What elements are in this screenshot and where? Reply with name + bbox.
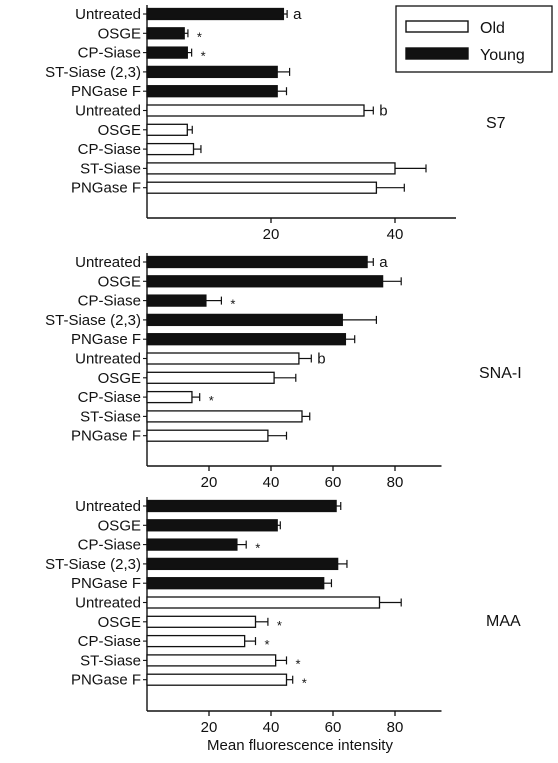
- bar-young-pngase-f: [146, 85, 278, 98]
- bar-old-cp-siase: [146, 142, 195, 156]
- bar-old-untreated: [146, 104, 365, 117]
- category-label-osge: OSGE: [98, 614, 141, 631]
- bar-young-osge: [146, 27, 185, 40]
- bar-old-st-siase: [146, 654, 277, 667]
- category-label-pngase-f: PNGase F: [71, 575, 141, 592]
- bar-old-cp-siase: [146, 634, 246, 648]
- category-label-osge: OSGE: [98, 273, 141, 290]
- panel-maa: 20 40 60 80 Untreated OSGE CP-Siase * ST-Siase (…: [45, 497, 521, 736]
- category-label-cp-siase: CP-Siase: [78, 45, 141, 62]
- category-label-osge: OSGE: [98, 370, 141, 387]
- bar-young-st-siase-2-3: [146, 557, 339, 571]
- category-label-untreated: Untreated: [75, 254, 141, 271]
- bar-old-pngase-f: [146, 673, 288, 686]
- category-label-untreated: Untreated: [75, 351, 141, 368]
- legend-swatch-young: [405, 47, 469, 60]
- annotation-letter: b: [379, 103, 387, 120]
- x-tick-label: 80: [387, 474, 404, 491]
- bar-old-osge: [146, 371, 275, 384]
- category-label-st-siase: ST-Siase: [80, 408, 141, 425]
- category-label-osge: OSGE: [98, 517, 141, 534]
- category-label-st-siase-2-3: ST-Siase (2,3): [45, 64, 141, 81]
- bar-young-st-siase-2-3: [146, 65, 278, 79]
- bar-old-pngase-f: [146, 181, 378, 194]
- category-label-cp-siase: CP-Siase: [78, 389, 141, 406]
- x-tick-label: 80: [387, 719, 404, 736]
- legend-label-old: Old: [480, 20, 505, 37]
- bar-old-osge: [146, 615, 257, 628]
- legend-label-young: Young: [480, 47, 525, 64]
- bar-young-pngase-f: [146, 333, 347, 346]
- significance-star: *: [197, 29, 202, 44]
- category-label-pngase-f: PNGase F: [71, 428, 141, 445]
- category-label-osge: OSGE: [98, 25, 141, 42]
- x-tick-label: 60: [325, 474, 342, 491]
- significance-star: *: [230, 297, 235, 312]
- bar-old-osge: [146, 123, 188, 136]
- category-label-pngase-f: PNGase F: [71, 331, 141, 348]
- category-label-st-siase: ST-Siase: [80, 160, 141, 177]
- bar-old-untreated: [146, 352, 300, 365]
- x-tick-label: 60: [325, 719, 342, 736]
- significance-star: *: [201, 49, 206, 64]
- legend-swatch-old: [405, 20, 469, 33]
- bar-young-cp-siase: [146, 538, 238, 551]
- bar-young-cp-siase: [146, 294, 207, 307]
- legend-box: [395, 5, 553, 73]
- bar-young-pngase-f: [146, 577, 325, 590]
- category-label-st-siase-2-3: ST-Siase (2,3): [45, 556, 141, 573]
- significance-star: *: [296, 656, 301, 671]
- bar-old-st-siase: [146, 410, 303, 423]
- panel-label: SNA-I: [479, 365, 522, 382]
- category-label-pngase-f: PNGase F: [71, 672, 141, 689]
- x-axis-title: Mean fluorescence intensity: [207, 737, 393, 754]
- significance-star: *: [302, 676, 307, 691]
- category-label-cp-siase: CP-Siase: [78, 633, 141, 650]
- category-label-untreated: Untreated: [75, 498, 141, 515]
- x-tick-label: 40: [263, 719, 280, 736]
- bar-old-untreated: [146, 596, 381, 609]
- bar-young-cp-siase: [146, 46, 188, 59]
- annotation-letter: b: [317, 351, 325, 368]
- category-label-untreated: Untreated: [75, 103, 141, 120]
- category-label-pngase-f: PNGase F: [71, 180, 141, 197]
- x-tick-label: 20: [201, 474, 218, 491]
- x-tick-label: 20: [201, 719, 218, 736]
- category-label-st-siase-2-3: ST-Siase (2,3): [45, 312, 141, 329]
- significance-star: *: [277, 618, 282, 633]
- category-label-untreated: Untreated: [75, 6, 141, 23]
- annotation-letter: a: [379, 254, 388, 271]
- x-tick-label: 20: [263, 226, 280, 243]
- bar-young-osge: [146, 275, 384, 288]
- significance-star: *: [265, 637, 270, 652]
- annotation-letter: a: [293, 6, 302, 23]
- category-label-cp-siase: CP-Siase: [78, 537, 141, 554]
- x-tick-label: 40: [263, 474, 280, 491]
- panel-label: MAA: [486, 613, 521, 630]
- bar-old-st-siase: [146, 162, 396, 175]
- bar-young-untreated: [146, 255, 368, 269]
- x-tick-label: 40: [387, 226, 404, 243]
- significance-star: *: [209, 393, 214, 408]
- bar-young-st-siase-2-3: [146, 313, 343, 327]
- significance-star: *: [255, 541, 260, 556]
- bar-old-cp-siase: [146, 390, 193, 404]
- panel-s7: 20 40 Untreated a OSGE * CP-Siase * ST-Siase (2,…: [45, 5, 506, 243]
- category-label-cp-siase: CP-Siase: [78, 293, 141, 310]
- category-label-pngase-f: PNGase F: [71, 83, 141, 100]
- legend: Old Young: [395, 5, 553, 73]
- bar-old-pngase-f: [146, 429, 269, 442]
- panel-label: S7: [486, 115, 506, 132]
- category-label-osge: OSGE: [98, 122, 141, 139]
- bar-young-untreated: [146, 7, 285, 21]
- category-label-untreated: Untreated: [75, 595, 141, 612]
- bar-young-osge: [146, 519, 278, 532]
- category-label-st-siase: ST-Siase: [80, 652, 141, 669]
- category-label-cp-siase: CP-Siase: [78, 141, 141, 158]
- panel-sna-i: 20 40 60 80 Untreated a OSGE CP-Siase * ST-Siase …: [45, 253, 522, 491]
- bar-young-untreated: [146, 499, 337, 513]
